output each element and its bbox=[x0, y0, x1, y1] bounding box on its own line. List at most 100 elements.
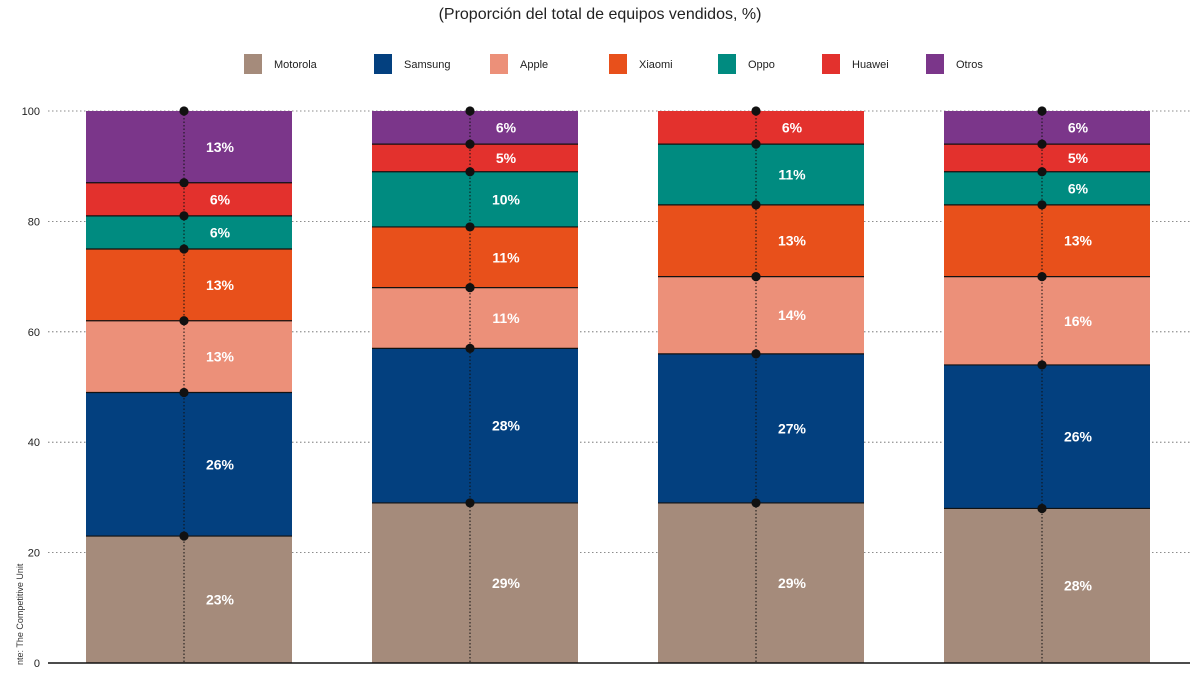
data-label-huawei-3: 6% bbox=[782, 120, 803, 136]
legend-swatch-motorola bbox=[244, 54, 262, 74]
data-label-motorola-4: 28% bbox=[1064, 578, 1093, 594]
y-tick-label-60: 60 bbox=[28, 327, 40, 339]
boundary-dot-1-4 bbox=[179, 244, 189, 254]
data-label-huawei-4: 5% bbox=[1068, 150, 1089, 166]
boundary-dot-2-7 bbox=[465, 106, 475, 116]
bar-segment-xiaomi-2 bbox=[372, 226, 578, 288]
bar-segment-motorola-1 bbox=[86, 536, 292, 663]
data-label-oppo-1: 6% bbox=[210, 224, 231, 240]
legend-swatch-xiaomi bbox=[609, 54, 627, 74]
y-tick-label-0: 0 bbox=[34, 658, 40, 670]
bar-segment-apple-1 bbox=[86, 320, 292, 393]
bar-segment-oppo-1 bbox=[86, 215, 292, 249]
bar-segment-huawei-3 bbox=[658, 111, 864, 145]
boundary-dot-4-4 bbox=[1037, 200, 1047, 210]
y-tick-label-100: 100 bbox=[22, 106, 40, 118]
legend-swatch-otros bbox=[926, 54, 944, 74]
data-label-xiaomi-3: 13% bbox=[778, 233, 807, 249]
data-label-apple-2: 11% bbox=[492, 310, 520, 326]
bar-segment-motorola-3 bbox=[658, 502, 864, 663]
bar-segment-apple-3 bbox=[658, 276, 864, 354]
data-label-oppo-4: 6% bbox=[1068, 180, 1089, 196]
boundary-dot-4-1 bbox=[1037, 503, 1047, 514]
bar-segment-samsung-3 bbox=[658, 353, 864, 503]
boundary-dot-2-3 bbox=[465, 283, 475, 293]
bar-segment-apple-2 bbox=[372, 287, 578, 349]
boundary-dot-3-2 bbox=[751, 349, 761, 359]
legend-swatch-oppo bbox=[718, 54, 736, 74]
data-label-apple-3: 14% bbox=[778, 307, 807, 323]
bar-segment-otros-2 bbox=[372, 111, 578, 145]
boundary-dot-4-5 bbox=[1037, 167, 1047, 177]
legend-label-otros: Otros bbox=[956, 59, 983, 71]
data-label-apple-4: 16% bbox=[1064, 313, 1093, 329]
data-label-huawei-1: 6% bbox=[210, 191, 231, 207]
bar-segment-otros-1 bbox=[86, 111, 292, 183]
bar-segment-samsung-2 bbox=[372, 348, 578, 503]
data-label-xiaomi-2: 11% bbox=[492, 249, 520, 265]
boundary-dot-1-1 bbox=[179, 531, 189, 541]
boundary-dot-2-1 bbox=[465, 498, 475, 508]
boundary-dot-3-6 bbox=[751, 106, 761, 116]
data-label-samsung-3: 27% bbox=[778, 420, 807, 436]
boundary-dot-4-2 bbox=[1037, 360, 1047, 370]
boundary-dot-3-3 bbox=[751, 272, 761, 282]
legend-label-apple: Apple bbox=[520, 59, 548, 71]
bar-segment-oppo-2 bbox=[372, 171, 578, 227]
boundary-dot-1-7 bbox=[179, 106, 189, 116]
data-label-xiaomi-4: 13% bbox=[1064, 233, 1093, 249]
data-label-oppo-3: 11% bbox=[778, 166, 806, 182]
bar-segment-motorola-4 bbox=[944, 508, 1150, 663]
bar-segment-oppo-3 bbox=[658, 144, 864, 205]
boundary-dot-4-7 bbox=[1037, 106, 1047, 116]
bar-segment-huawei-2 bbox=[372, 144, 578, 172]
bar-segment-motorola-2 bbox=[372, 502, 578, 663]
boundary-dot-3-5 bbox=[751, 139, 761, 149]
legend-swatch-apple bbox=[490, 54, 508, 74]
data-label-apple-1: 13% bbox=[206, 349, 235, 365]
chart-title: (Proporción del total de equipos vendido… bbox=[438, 6, 762, 23]
boundary-dot-4-3 bbox=[1037, 272, 1047, 282]
boundary-dot-2-6 bbox=[465, 139, 475, 149]
bar-segment-apple-4 bbox=[944, 276, 1150, 365]
boundary-dot-1-6 bbox=[179, 178, 189, 188]
bar-segment-samsung-1 bbox=[86, 392, 292, 537]
data-label-xiaomi-1: 13% bbox=[206, 277, 235, 293]
boundary-dot-2-4 bbox=[465, 222, 475, 232]
legend-label-oppo: Oppo bbox=[748, 59, 775, 71]
bar-segment-xiaomi-3 bbox=[658, 204, 864, 277]
data-label-otros-2: 6% bbox=[496, 120, 517, 136]
boundary-dot-1-3 bbox=[179, 316, 189, 326]
data-label-motorola-1: 23% bbox=[206, 592, 235, 608]
data-label-otros-1: 13% bbox=[206, 139, 235, 155]
legend-swatch-huawei bbox=[822, 54, 840, 74]
boundary-dot-3-4 bbox=[751, 200, 761, 210]
data-label-motorola-3: 29% bbox=[778, 575, 807, 591]
data-label-samsung-4: 26% bbox=[1064, 429, 1093, 445]
y-tick-label-20: 20 bbox=[28, 548, 40, 560]
data-label-oppo-2: 10% bbox=[492, 191, 521, 207]
boundary-dot-3-1 bbox=[751, 498, 761, 508]
data-label-huawei-2: 5% bbox=[496, 150, 517, 166]
boundary-dot-4-6 bbox=[1037, 139, 1047, 149]
source-note: nte: The Competitive Unit bbox=[15, 563, 25, 665]
y-tick-label-40: 40 bbox=[28, 437, 40, 449]
legend-swatch-samsung bbox=[374, 54, 392, 74]
boundary-dot-1-5 bbox=[179, 211, 189, 221]
data-label-samsung-1: 26% bbox=[206, 456, 235, 472]
bar-segment-xiaomi-1 bbox=[86, 249, 292, 321]
data-label-samsung-2: 28% bbox=[492, 418, 521, 434]
bar-segment-xiaomi-4 bbox=[944, 204, 1150, 277]
bar-segment-huawei-1 bbox=[86, 182, 292, 216]
legend-label-samsung: Samsung bbox=[404, 59, 450, 71]
bar-segment-samsung-4 bbox=[944, 364, 1150, 509]
bar-segment-otros-4 bbox=[944, 111, 1150, 145]
legend-label-huawei: Huawei bbox=[852, 59, 889, 71]
legend-label-motorola: Motorola bbox=[274, 59, 318, 71]
bar-segment-oppo-4 bbox=[944, 171, 1150, 205]
bar-segment-huawei-4 bbox=[944, 144, 1150, 172]
legend-label-xiaomi: Xiaomi bbox=[639, 59, 673, 71]
data-label-otros-4: 6% bbox=[1068, 120, 1089, 136]
